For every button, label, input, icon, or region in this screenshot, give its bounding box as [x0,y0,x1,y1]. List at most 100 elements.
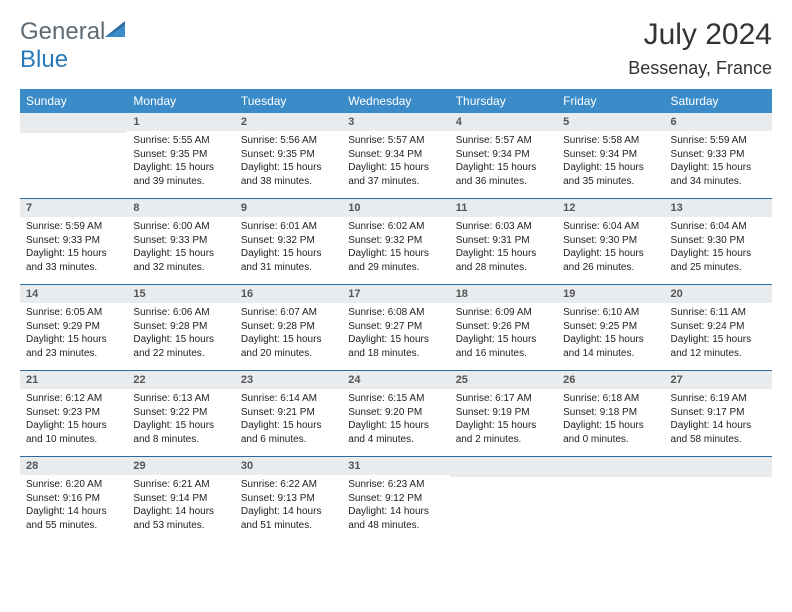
calendar-body: 1Sunrise: 5:55 AMSunset: 9:35 PMDaylight… [20,113,772,542]
sunset-line: Sunset: 9:30 PM [563,235,637,246]
day-number: 23 [235,371,342,389]
sunset-line: Sunset: 9:35 PM [241,149,315,160]
day-number: 16 [235,285,342,303]
empty-cell [20,113,127,199]
sunset-line: Sunset: 9:16 PM [26,493,100,504]
day-data: Sunrise: 5:56 AMSunset: 9:35 PMDaylight:… [235,131,342,198]
sunrise-line: Sunrise: 6:21 AM [133,479,209,490]
daylight-line: Daylight: 15 hours and 22 minutes. [133,334,214,359]
daylight-line: Daylight: 15 hours and 6 minutes. [241,420,322,445]
day-cell: 7Sunrise: 5:59 AMSunset: 9:33 PMDaylight… [20,199,127,285]
daylight-line: Daylight: 15 hours and 28 minutes. [456,248,537,273]
calendar-row: 1Sunrise: 5:55 AMSunset: 9:35 PMDaylight… [20,113,772,199]
daylight-line: Daylight: 15 hours and 36 minutes. [456,162,537,187]
day-number: 8 [127,199,234,217]
sunrise-line: Sunrise: 6:11 AM [671,307,746,318]
sunrise-line: Sunrise: 6:04 AM [671,221,747,232]
day-cell: 9Sunrise: 6:01 AMSunset: 9:32 PMDaylight… [235,199,342,285]
sunset-line: Sunset: 9:14 PM [133,493,207,504]
daylight-line: Daylight: 15 hours and 31 minutes. [241,248,322,273]
sunrise-line: Sunrise: 6:18 AM [563,393,639,404]
daylight-line: Daylight: 15 hours and 8 minutes. [133,420,214,445]
day-number: 2 [235,113,342,131]
day-data: Sunrise: 6:04 AMSunset: 9:30 PMDaylight:… [557,217,664,284]
sunset-line: Sunset: 9:24 PM [671,321,745,332]
day-cell: 25Sunrise: 6:17 AMSunset: 9:19 PMDayligh… [450,371,557,457]
day-cell: 24Sunrise: 6:15 AMSunset: 9:20 PMDayligh… [342,371,449,457]
day-number: 31 [342,457,449,475]
day-cell: 23Sunrise: 6:14 AMSunset: 9:21 PMDayligh… [235,371,342,457]
daylight-line: Daylight: 14 hours and 58 minutes. [671,420,752,445]
day-data: Sunrise: 6:21 AM Sunset: 9:14 PM Daylight:… [127,475,234,542]
day-data: Sunrise: 5:59 AMSunset: 9:33 PMDaylight:… [20,217,127,284]
sunset-line: Sunset: 9:30 PM [671,235,745,246]
day-number: 18 [450,285,557,303]
day-cell: 26Sunrise: 6:18 AMSunset: 9:18 PMDayligh… [557,371,664,457]
day-data: Sunrise: 5:55 AMSunset: 9:35 PMDaylight:… [127,131,234,198]
logo-triangle-icon [105,19,127,39]
day-data: Sunrise: 6:14 AMSunset: 9:21 PMDaylight:… [235,389,342,456]
sunrise-line: Sunrise: 5:59 AM [671,135,747,146]
calendar-row: 21Sunrise: 6:12 AMSunset: 9:23 PMDayligh… [20,371,772,457]
sunrise-line: Sunrise: 6:04 AM [563,221,639,232]
empty-cell [557,457,664,543]
day-number: 10 [342,199,449,217]
sunset-line: Sunset: 9:28 PM [241,321,315,332]
day-number: 4 [450,113,557,131]
sunrise-line: Sunrise: 6:03 AM [456,221,532,232]
day-data: Sunrise: 6:05 AMSunset: 9:29 PMDaylight:… [20,303,127,370]
sunset-line: Sunset: 9:25 PM [563,321,637,332]
sunset-line: Sunset: 9:26 PM [456,321,530,332]
sunset-line: Sunset: 9:13 PM [241,493,315,504]
calendar-row: 7Sunrise: 5:59 AMSunset: 9:33 PMDaylight… [20,199,772,285]
day-data: Sunrise: 5:57 AM Sunset: 9:34 PM Daylight:… [450,131,557,198]
day-number: 3 [342,113,449,131]
day-cell: 14Sunrise: 6:05 AMSunset: 9:29 PMDayligh… [20,285,127,371]
daynum-empty [450,457,557,477]
month-title: July 2024 [628,18,772,52]
sunset-line: Sunset: 9:18 PM [563,407,637,418]
sunrise-line: Sunrise: 5:55 AM [133,135,209,146]
day-cell: 29Sunrise: 6:21 AMSunset: 9:14 PMDayligh… [127,457,234,543]
daylight-line: Daylight: 14 hours and 53 minutes. [133,506,214,531]
daynum-empty [20,113,127,133]
day-cell: 3Sunrise: 5:57 AMSunset: 9:34 PMDaylight… [342,113,449,199]
daylight-line: Daylight: 15 hours and 34 minutes. [671,162,752,187]
day-cell: 17Sunrise: 6:08 AMSunset: 9:27 PMDayligh… [342,285,449,371]
day-data: Sunrise: 6:20 AMSunset: 9:16 PMDaylight:… [20,475,127,542]
day-number: 26 [557,371,664,389]
day-cell: 18Sunrise: 6:09 AMSunset: 9:26 PMDayligh… [450,285,557,371]
daylight-line: Daylight: 15 hours and 23 minutes. [26,334,107,359]
day-cell: 16Sunrise: 6:07 AMSunset: 9:28 PMDayligh… [235,285,342,371]
daylight-line: Daylight: 15 hours and 35 minutes. [563,162,644,187]
day-data: Sunrise: 6:12 AMSunset: 9:23 PMDaylight:… [20,389,127,456]
sunrise-line: Sunrise: 6:06 AM [133,307,209,318]
day-cell: 5Sunrise: 5:58 AMSunset: 9:34 PMDaylight… [557,113,664,199]
day-number: 15 [127,285,234,303]
sunset-line: Sunset: 9:34 PM [456,149,530,160]
day-number: 25 [450,371,557,389]
calendar-row: 28Sunrise: 6:20 AMSunset: 9:16 PMDayligh… [20,457,772,543]
sunset-line: Sunset: 9:33 PM [133,235,207,246]
day-number: 20 [665,285,772,303]
day-data: Sunrise: 6:02 AMSunset: 9:32 PMDaylight:… [342,217,449,284]
sunset-line: Sunset: 9:31 PM [456,235,530,246]
sunset-line: Sunset: 9:34 PM [348,149,422,160]
day-data: Sunrise: 6:22 AMSunset: 9:13 PMDaylight:… [235,475,342,542]
sunrise-line: Sunrise: 5:57 AM [456,135,532,146]
daylight-line: Daylight: 14 hours and 55 minutes. [26,506,107,531]
day-data: Sunrise: 6:07 AMSunset: 9:28 PMDaylight:… [235,303,342,370]
day-cell: 2Sunrise: 5:56 AMSunset: 9:35 PMDaylight… [235,113,342,199]
daylight-line: Daylight: 15 hours and 37 minutes. [348,162,429,187]
sunrise-line: Sunrise: 6:15 AM [348,393,424,404]
sunrise-line: Sunrise: 6:09 AM [456,307,532,318]
daylight-line: Daylight: 15 hours and 4 minutes. [348,420,429,445]
sunset-line: Sunset: 9:19 PM [456,407,530,418]
day-data: Sunrise: 6:09 AMSunset: 9:26 PMDaylight:… [450,303,557,370]
daylight-line: Daylight: 15 hours and 12 minutes. [671,334,752,359]
day-cell: 6Sunrise: 5:59 AMSunset: 9:33 PMDaylight… [665,113,772,199]
day-number: 28 [20,457,127,475]
day-number: 14 [20,285,127,303]
day-data: Sunrise: 6:17 AMSunset: 9:19 PMDaylight:… [450,389,557,456]
day-number: 27 [665,371,772,389]
